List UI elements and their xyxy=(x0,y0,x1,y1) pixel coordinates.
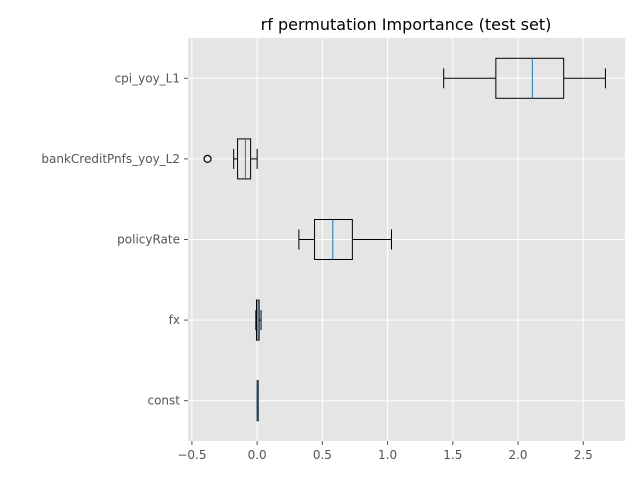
y-tick-label: const xyxy=(147,394,180,408)
x-tick-label: 2.5 xyxy=(574,448,593,462)
box-const xyxy=(256,380,259,422)
outlier-point xyxy=(203,154,212,163)
x-tick-label: 0.5 xyxy=(313,448,332,462)
box-iqr xyxy=(237,138,252,180)
box-bankcreditpnfs-yoy-l2 xyxy=(203,138,258,180)
y-tick-label: policyRate xyxy=(117,233,180,247)
x-tick-label: −0.5 xyxy=(177,448,206,462)
x-tick-label: 1.0 xyxy=(378,448,397,462)
box-iqr xyxy=(495,57,565,99)
y-tick-label: bankCreditPnfs_yoy_L2 xyxy=(41,152,180,166)
box-iqr xyxy=(314,219,353,260)
box-fx xyxy=(255,299,262,341)
box-cpi-yoy-l1 xyxy=(443,57,606,99)
x-tick-label: 1.5 xyxy=(443,448,462,462)
y-tick-label: fx xyxy=(169,313,180,327)
y-tick-label: cpi_yoy_L1 xyxy=(115,71,180,85)
chart-title: rf permutation Importance (test set) xyxy=(261,15,552,34)
x-tick-label: 0.0 xyxy=(248,448,267,462)
box-policyrate xyxy=(298,219,392,260)
x-tick-label: 2.0 xyxy=(508,448,527,462)
